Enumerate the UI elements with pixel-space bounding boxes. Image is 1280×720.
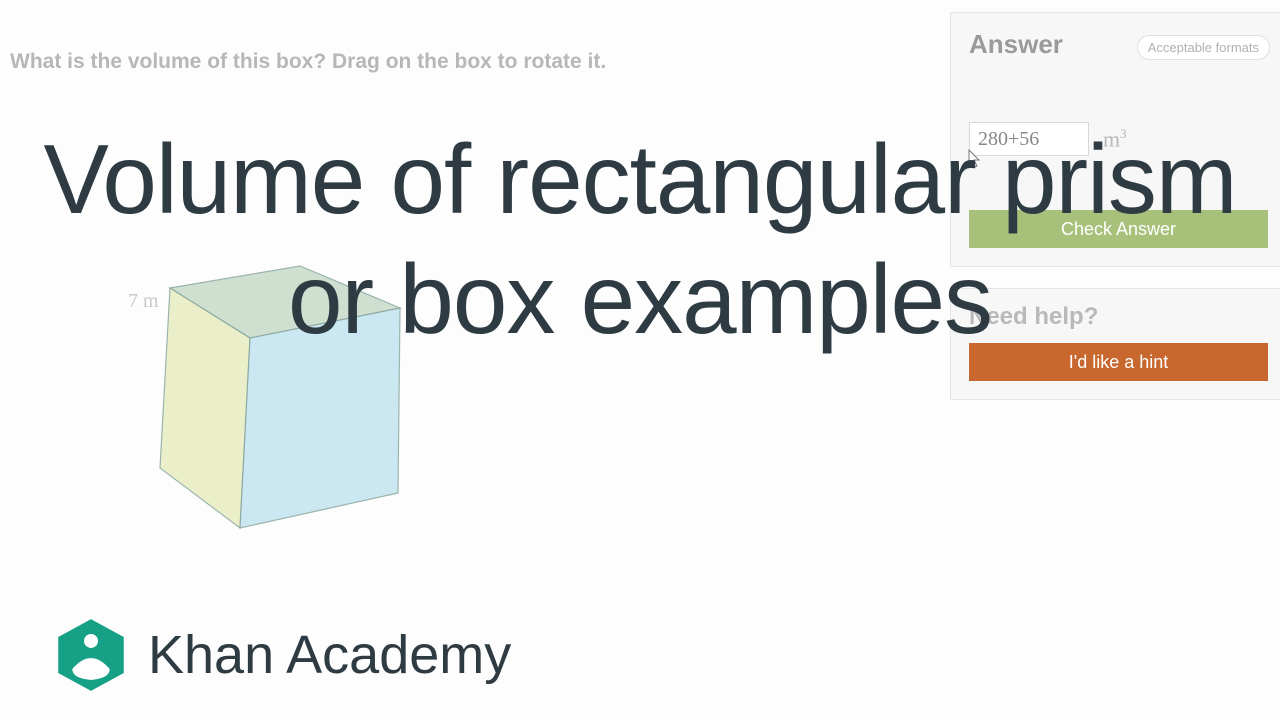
khan-logo-icon <box>52 616 130 694</box>
brand: Khan Academy <box>52 616 511 694</box>
video-title-overlay: Volume of rectangular prism or box examp… <box>0 120 1280 359</box>
page-root: What is the volume of this box? Drag on … <box>0 0 1280 720</box>
question-text: What is the volume of this box? Drag on … <box>10 50 606 74</box>
brand-name: Khan Academy <box>148 624 511 686</box>
acceptable-formats-button[interactable]: Acceptable formats <box>1137 35 1270 60</box>
